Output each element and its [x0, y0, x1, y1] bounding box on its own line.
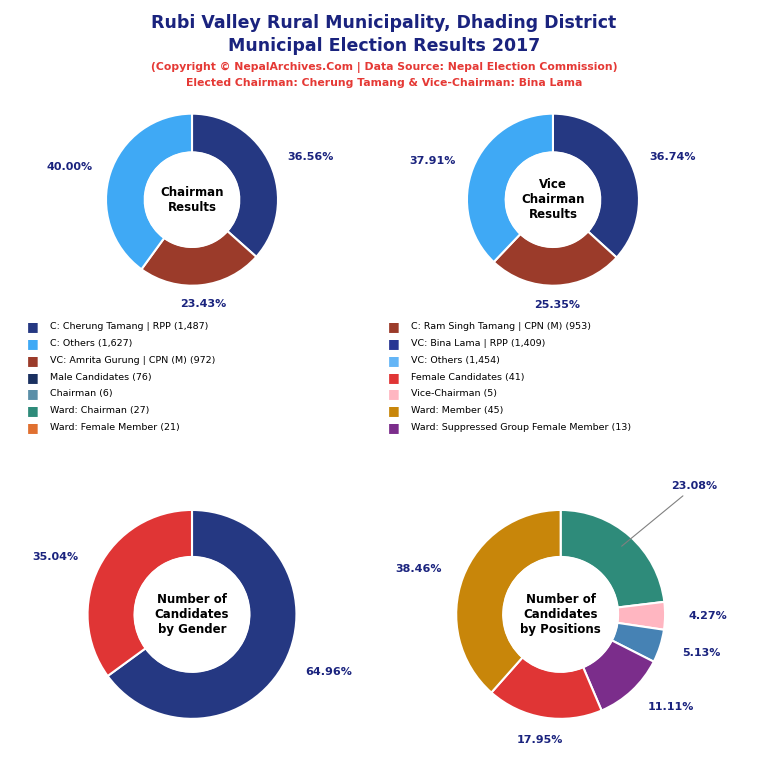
Text: ■: ■ [27, 422, 38, 434]
Text: 38.46%: 38.46% [395, 564, 442, 574]
Text: ■: ■ [388, 405, 399, 417]
Text: Rubi Valley Rural Municipality, Dhading District: Rubi Valley Rural Municipality, Dhading … [151, 14, 617, 31]
Circle shape [144, 152, 240, 247]
Wedge shape [108, 510, 296, 719]
Text: Chairman
Results: Chairman Results [161, 186, 223, 214]
Wedge shape [106, 114, 192, 270]
Text: ■: ■ [388, 354, 399, 366]
Text: 5.13%: 5.13% [682, 648, 720, 658]
Text: VC: Others (1,454): VC: Others (1,454) [411, 356, 500, 365]
Text: ■: ■ [388, 320, 399, 333]
Text: ■: ■ [27, 388, 38, 400]
Circle shape [503, 557, 618, 672]
Text: ■: ■ [27, 320, 38, 333]
Text: 11.11%: 11.11% [647, 703, 694, 713]
Text: Ward: Suppressed Group Female Member (13): Ward: Suppressed Group Female Member (13… [411, 423, 631, 432]
Text: ■: ■ [388, 371, 399, 383]
Text: Vice-Chairman (5): Vice-Chairman (5) [411, 389, 497, 399]
Text: Elected Chairman: Cherung Tamang & Vice-Chairman: Bina Lama: Elected Chairman: Cherung Tamang & Vice-… [186, 78, 582, 88]
Wedge shape [561, 510, 664, 607]
Wedge shape [553, 114, 639, 257]
Wedge shape [141, 231, 257, 286]
Wedge shape [617, 602, 665, 630]
Circle shape [134, 557, 250, 672]
Wedge shape [612, 623, 664, 662]
Text: 25.35%: 25.35% [534, 300, 580, 310]
Circle shape [505, 152, 601, 247]
Text: 4.27%: 4.27% [688, 611, 727, 621]
Text: C: Ram Singh Tamang | CPN (M) (953): C: Ram Singh Tamang | CPN (M) (953) [411, 322, 591, 331]
Text: Number of
Candidates
by Positions: Number of Candidates by Positions [520, 593, 601, 636]
Text: 17.95%: 17.95% [517, 735, 564, 745]
Text: Vice
Chairman
Results: Vice Chairman Results [521, 178, 584, 221]
Text: Female Candidates (41): Female Candidates (41) [411, 372, 525, 382]
Text: ■: ■ [27, 337, 38, 349]
Text: VC: Amrita Gurung | CPN (M) (972): VC: Amrita Gurung | CPN (M) (972) [50, 356, 215, 365]
Wedge shape [494, 231, 617, 286]
Text: 37.91%: 37.91% [409, 156, 455, 166]
Text: Ward: Chairman (27): Ward: Chairman (27) [50, 406, 149, 415]
Wedge shape [88, 510, 192, 676]
Wedge shape [492, 657, 601, 719]
Text: 23.43%: 23.43% [180, 299, 227, 309]
Text: 23.08%: 23.08% [621, 482, 717, 546]
Text: 40.00%: 40.00% [46, 162, 92, 172]
Text: ■: ■ [27, 371, 38, 383]
Text: ■: ■ [388, 337, 399, 349]
Text: 64.96%: 64.96% [306, 667, 353, 677]
Wedge shape [467, 114, 553, 262]
Text: Male Candidates (76): Male Candidates (76) [50, 372, 151, 382]
Wedge shape [456, 510, 561, 693]
Text: Municipal Election Results 2017: Municipal Election Results 2017 [228, 37, 540, 55]
Text: (Copyright © NepalArchives.Com | Data Source: Nepal Election Commission): (Copyright © NepalArchives.Com | Data So… [151, 61, 617, 72]
Text: 36.56%: 36.56% [288, 152, 334, 162]
Text: Ward: Female Member (21): Ward: Female Member (21) [50, 423, 180, 432]
Text: ■: ■ [388, 388, 399, 400]
Text: VC: Bina Lama | RPP (1,409): VC: Bina Lama | RPP (1,409) [411, 339, 545, 348]
Text: ■: ■ [27, 405, 38, 417]
Text: 36.74%: 36.74% [649, 152, 696, 162]
Text: 35.04%: 35.04% [32, 551, 78, 561]
Text: C: Others (1,627): C: Others (1,627) [50, 339, 132, 348]
Text: ■: ■ [27, 354, 38, 366]
Text: Chairman (6): Chairman (6) [50, 389, 113, 399]
Wedge shape [192, 114, 278, 257]
Text: Ward: Member (45): Ward: Member (45) [411, 406, 503, 415]
Text: ■: ■ [388, 422, 399, 434]
Text: Number of
Candidates
by Gender: Number of Candidates by Gender [154, 593, 230, 636]
Wedge shape [583, 641, 654, 710]
Text: C: Cherung Tamang | RPP (1,487): C: Cherung Tamang | RPP (1,487) [50, 322, 208, 331]
